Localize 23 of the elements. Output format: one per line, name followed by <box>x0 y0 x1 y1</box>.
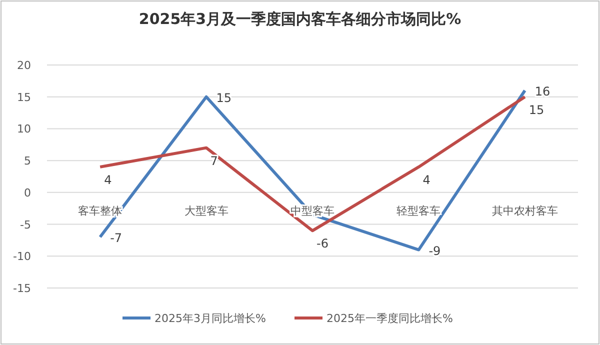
legend-label: 2025年3月同比增长% <box>154 312 266 325</box>
y-tick-label: 0 <box>24 186 31 200</box>
y-tick-label: 5 <box>24 154 31 168</box>
data-label: 7 <box>210 154 218 168</box>
data-label: 16 <box>534 84 550 98</box>
y-tick-label: -15 <box>13 282 31 295</box>
x-tick-label: 大型客车 <box>184 204 228 218</box>
x-tick-label: 轻型客车 <box>396 204 441 218</box>
y-tick-label: 15 <box>17 90 31 104</box>
y-tick-label: -5 <box>20 218 31 232</box>
data-label: -6 <box>316 236 328 251</box>
y-tick-label: 20 <box>17 59 31 72</box>
legend-label: 2025年一季度同比增长% <box>326 312 453 325</box>
data-label: -7 <box>110 231 122 246</box>
data-label: 4 <box>104 172 112 187</box>
x-tick-label: 其中农村客车 <box>492 204 558 218</box>
data-label: 15 <box>216 90 232 105</box>
data-label: 15 <box>528 102 544 117</box>
data-label: -9 <box>428 244 441 258</box>
y-tick-label: -10 <box>13 250 31 264</box>
y-tick-label: 10 <box>17 122 31 136</box>
data-label: 4 <box>422 172 430 187</box>
chart-title: 2025年3月及一季度国内客车各细分市场同比% <box>138 10 462 28</box>
